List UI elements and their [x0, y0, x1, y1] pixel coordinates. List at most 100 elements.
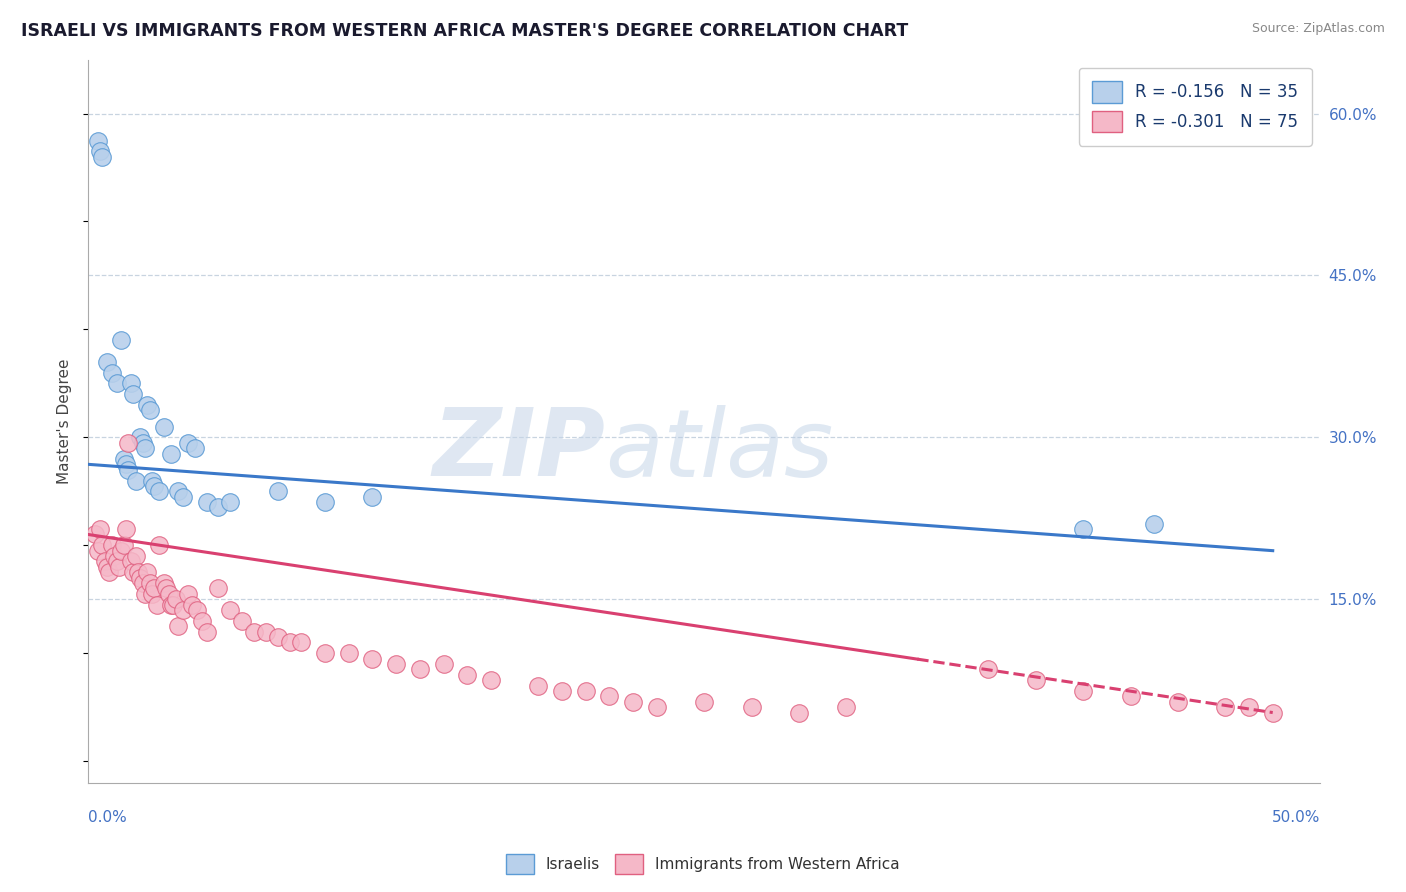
- Point: [139, 576, 162, 591]
- Point: [103, 549, 125, 563]
- Point: [160, 598, 183, 612]
- Point: [143, 582, 166, 596]
- Point: [1143, 516, 1166, 531]
- Point: [176, 587, 198, 601]
- Point: [86, 134, 108, 148]
- Point: [129, 430, 152, 444]
- Point: [134, 587, 156, 601]
- Point: [89, 522, 111, 536]
- Point: [207, 582, 229, 596]
- Point: [91, 150, 114, 164]
- Point: [184, 441, 207, 455]
- Legend: R = -0.156   N = 35, R = -0.301   N = 75: R = -0.156 N = 35, R = -0.301 N = 75: [1078, 68, 1312, 145]
- Point: [148, 484, 170, 499]
- Point: [243, 624, 266, 639]
- Point: [181, 598, 204, 612]
- Point: [787, 706, 810, 720]
- Point: [96, 559, 118, 574]
- Point: [527, 679, 550, 693]
- Point: [115, 522, 138, 536]
- Point: [575, 684, 598, 698]
- Text: ZIP: ZIP: [433, 404, 606, 496]
- Point: [157, 587, 180, 601]
- Point: [84, 527, 107, 541]
- Point: [136, 566, 159, 580]
- Point: [141, 474, 163, 488]
- Point: [219, 603, 242, 617]
- Point: [409, 662, 432, 676]
- Point: [645, 700, 668, 714]
- Point: [134, 441, 156, 455]
- Point: [117, 463, 139, 477]
- Point: [129, 571, 152, 585]
- Point: [195, 624, 218, 639]
- Point: [153, 576, 176, 591]
- Point: [141, 587, 163, 601]
- Point: [160, 446, 183, 460]
- Point: [120, 554, 142, 568]
- Text: 50.0%: 50.0%: [1272, 811, 1320, 825]
- Point: [479, 673, 502, 688]
- Point: [172, 490, 194, 504]
- Point: [337, 646, 360, 660]
- Point: [278, 635, 301, 649]
- Legend: Israelis, Immigrants from Western Africa: Israelis, Immigrants from Western Africa: [501, 848, 905, 880]
- Point: [1071, 522, 1094, 536]
- Point: [131, 576, 153, 591]
- Point: [112, 538, 135, 552]
- Point: [977, 662, 1000, 676]
- Point: [110, 333, 132, 347]
- Point: [1261, 706, 1284, 720]
- Point: [361, 490, 384, 504]
- Point: [361, 651, 384, 665]
- Point: [131, 435, 153, 450]
- Point: [314, 646, 336, 660]
- Point: [176, 435, 198, 450]
- Point: [105, 554, 128, 568]
- Text: atlas: atlas: [606, 405, 834, 496]
- Point: [290, 635, 312, 649]
- Point: [1215, 700, 1237, 714]
- Point: [207, 500, 229, 515]
- Point: [93, 554, 115, 568]
- Text: Source: ZipAtlas.com: Source: ZipAtlas.com: [1251, 22, 1385, 36]
- Point: [148, 538, 170, 552]
- Point: [122, 387, 145, 401]
- Point: [91, 538, 114, 552]
- Point: [108, 559, 131, 574]
- Text: 0.0%: 0.0%: [89, 811, 127, 825]
- Point: [598, 690, 620, 704]
- Y-axis label: Master's Degree: Master's Degree: [58, 359, 72, 483]
- Point: [551, 684, 574, 698]
- Point: [136, 398, 159, 412]
- Point: [621, 695, 644, 709]
- Point: [143, 479, 166, 493]
- Point: [139, 403, 162, 417]
- Point: [117, 435, 139, 450]
- Point: [105, 376, 128, 391]
- Point: [1237, 700, 1260, 714]
- Point: [122, 566, 145, 580]
- Point: [165, 592, 187, 607]
- Point: [124, 549, 146, 563]
- Point: [167, 484, 190, 499]
- Point: [385, 657, 408, 671]
- Point: [153, 419, 176, 434]
- Point: [98, 566, 121, 580]
- Point: [266, 630, 288, 644]
- Point: [186, 603, 208, 617]
- Point: [219, 495, 242, 509]
- Point: [432, 657, 454, 671]
- Point: [254, 624, 277, 639]
- Point: [1025, 673, 1047, 688]
- Point: [112, 451, 135, 466]
- Point: [1071, 684, 1094, 698]
- Point: [1119, 690, 1142, 704]
- Point: [172, 603, 194, 617]
- Point: [1167, 695, 1189, 709]
- Point: [86, 543, 108, 558]
- Point: [101, 538, 124, 552]
- Point: [127, 566, 149, 580]
- Point: [89, 145, 111, 159]
- Point: [314, 495, 336, 509]
